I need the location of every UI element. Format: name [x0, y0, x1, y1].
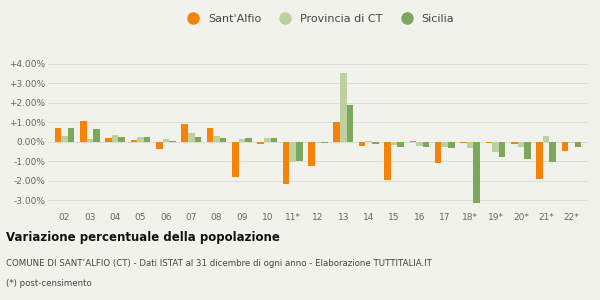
Bar — [397, 142, 404, 147]
Bar — [308, 142, 315, 166]
Bar — [118, 137, 125, 142]
Bar — [518, 142, 524, 147]
Bar — [105, 138, 112, 142]
Bar — [271, 138, 277, 142]
Bar — [511, 142, 518, 144]
Bar — [156, 142, 163, 148]
Bar — [568, 142, 575, 143]
Bar — [264, 138, 271, 142]
Bar — [112, 135, 118, 142]
Text: (*) post-censimento: (*) post-censimento — [6, 280, 92, 289]
Bar — [194, 137, 201, 142]
Bar — [340, 73, 347, 142]
Bar — [448, 142, 455, 148]
Bar — [296, 142, 302, 161]
Bar — [86, 139, 93, 142]
Bar — [93, 129, 100, 142]
Bar — [524, 142, 531, 159]
Bar — [68, 128, 74, 142]
Bar — [213, 136, 220, 142]
Bar — [423, 142, 429, 147]
Bar — [492, 142, 499, 152]
Bar — [239, 139, 245, 142]
Bar — [144, 137, 151, 142]
Bar — [550, 142, 556, 162]
Bar — [220, 138, 226, 142]
Bar — [289, 142, 296, 162]
Bar — [435, 142, 442, 163]
Bar — [416, 142, 423, 146]
Bar — [232, 142, 239, 177]
Bar — [460, 142, 467, 143]
Bar — [485, 142, 492, 143]
Bar — [131, 140, 137, 142]
Bar — [321, 142, 328, 143]
Bar — [347, 105, 353, 142]
Bar — [163, 140, 169, 142]
Bar — [283, 142, 289, 184]
Text: COMUNE DI SANT’ALFIO (CT) - Dati ISTAT al 31 dicembre di ogni anno - Elaborazion: COMUNE DI SANT’ALFIO (CT) - Dati ISTAT a… — [6, 259, 432, 268]
Bar — [257, 142, 264, 144]
Bar — [410, 141, 416, 142]
Bar — [55, 128, 61, 142]
Bar — [365, 141, 372, 142]
Bar — [207, 128, 213, 142]
Bar — [188, 133, 194, 142]
Bar — [575, 142, 581, 147]
Bar — [61, 136, 68, 142]
Bar — [137, 137, 144, 142]
Bar — [245, 138, 252, 142]
Bar — [169, 141, 176, 142]
Bar — [315, 142, 321, 143]
Text: Variazione percentuale della popolazione: Variazione percentuale della popolazione — [6, 232, 280, 244]
Bar — [391, 142, 397, 145]
Bar — [334, 122, 340, 142]
Bar — [372, 142, 379, 144]
Bar — [467, 142, 473, 148]
Bar — [536, 142, 543, 179]
Bar — [543, 136, 550, 142]
Bar — [473, 142, 480, 203]
Bar — [499, 142, 505, 157]
Bar — [384, 142, 391, 180]
Bar — [359, 142, 365, 146]
Bar — [442, 142, 448, 147]
Legend: Sant'Alfio, Provincia di CT, Sicilia: Sant'Alfio, Provincia di CT, Sicilia — [178, 10, 458, 28]
Bar — [562, 142, 568, 151]
Bar — [80, 121, 86, 142]
Bar — [181, 124, 188, 142]
